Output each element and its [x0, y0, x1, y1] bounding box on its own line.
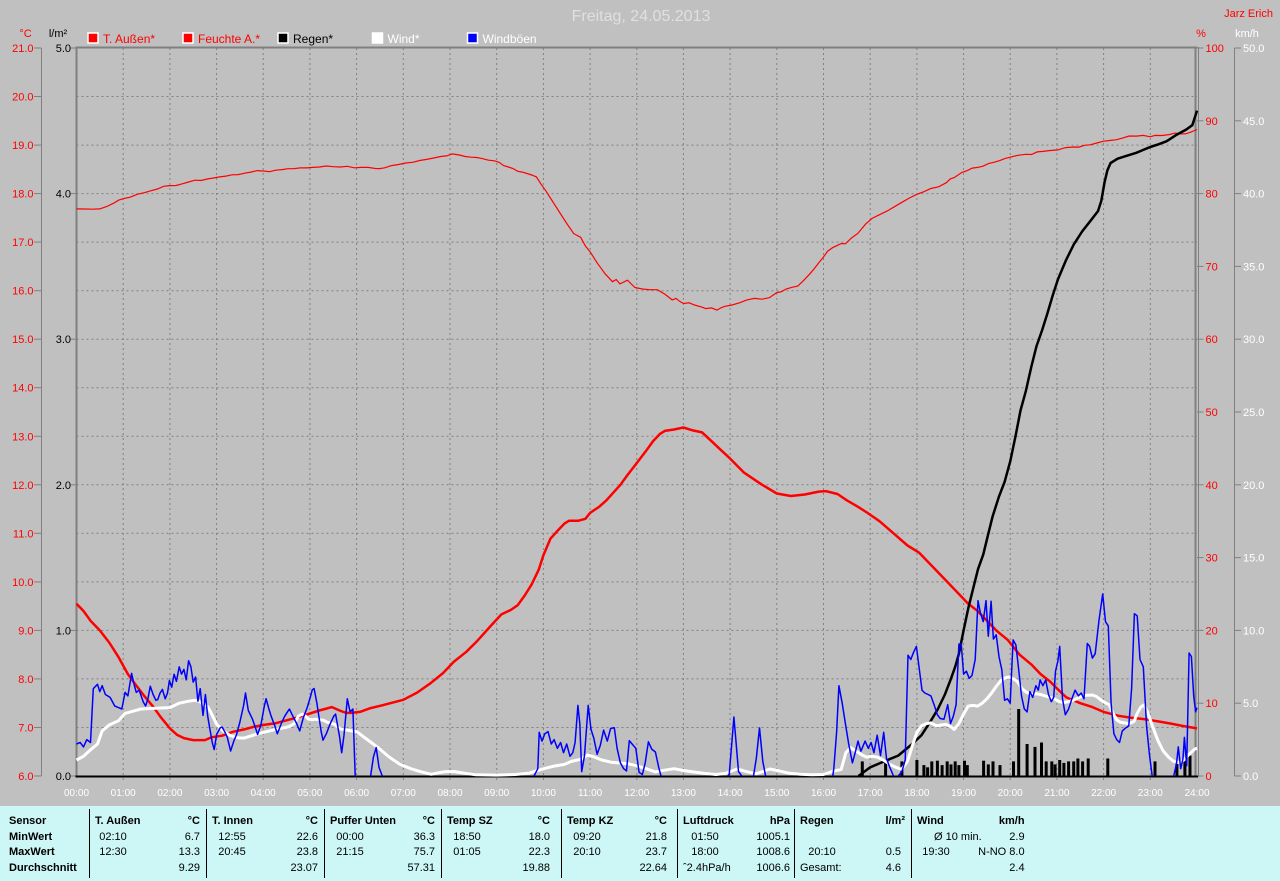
svg-text:19.0: 19.0	[12, 140, 33, 152]
svg-text:Feuchte A.*: Feuchte A.*	[198, 32, 260, 46]
svg-text:80: 80	[1206, 189, 1218, 201]
svg-text:5.0: 5.0	[1243, 698, 1258, 710]
svg-text:30: 30	[1206, 553, 1218, 565]
svg-text:8.0: 8.0	[18, 674, 33, 686]
svg-text:50: 50	[1206, 407, 1218, 419]
svg-text:Freitag, 24.05.2013: Freitag, 24.05.2013	[572, 8, 711, 25]
svg-text:35.0: 35.0	[1243, 261, 1264, 273]
svg-text:10.0: 10.0	[1243, 625, 1264, 637]
svg-text:10:00: 10:00	[531, 788, 556, 799]
svg-text:14.0: 14.0	[12, 383, 33, 395]
svg-text:22:00: 22:00	[1091, 788, 1116, 799]
svg-text:5.0: 5.0	[56, 43, 71, 55]
svg-text:01:00: 01:00	[111, 788, 136, 799]
svg-text:23:00: 23:00	[1138, 788, 1163, 799]
svg-text:40.0: 40.0	[1243, 189, 1264, 201]
svg-text:04:00: 04:00	[251, 788, 276, 799]
svg-text:9.0: 9.0	[18, 625, 33, 637]
svg-text:%: %	[1196, 28, 1206, 40]
svg-text:20.0: 20.0	[1243, 480, 1264, 492]
svg-text:18.0: 18.0	[12, 189, 33, 201]
svg-text:2.0: 2.0	[56, 480, 71, 492]
svg-text:20: 20	[1206, 625, 1218, 637]
svg-text:00:00: 00:00	[64, 788, 89, 799]
svg-text:13:00: 13:00	[671, 788, 696, 799]
svg-text:20:00: 20:00	[998, 788, 1023, 799]
svg-text:70: 70	[1206, 261, 1218, 273]
svg-text:60: 60	[1206, 334, 1218, 346]
svg-text:02:00: 02:00	[157, 788, 182, 799]
svg-text:90: 90	[1206, 116, 1218, 128]
svg-text:13.0: 13.0	[12, 431, 33, 443]
svg-text:24:00: 24:00	[1184, 788, 1209, 799]
svg-text:12:00: 12:00	[624, 788, 649, 799]
svg-text:16:00: 16:00	[811, 788, 836, 799]
svg-text:15:00: 15:00	[764, 788, 789, 799]
svg-text:25.0: 25.0	[1243, 407, 1264, 419]
svg-text:T. Außen*: T. Außen*	[103, 32, 155, 46]
svg-text:10.0: 10.0	[12, 577, 33, 589]
svg-text:Regen*: Regen*	[293, 32, 333, 46]
svg-text:3.0: 3.0	[56, 334, 71, 346]
svg-text:07:00: 07:00	[391, 788, 416, 799]
svg-text:40: 40	[1206, 480, 1218, 492]
svg-text:1.0: 1.0	[56, 625, 71, 637]
svg-text:45.0: 45.0	[1243, 116, 1264, 128]
svg-text:18:00: 18:00	[904, 788, 929, 799]
svg-text:06:00: 06:00	[344, 788, 369, 799]
svg-text:0.0: 0.0	[1243, 771, 1258, 783]
svg-text:Jarz Erich: Jarz Erich	[1224, 8, 1273, 20]
svg-text:6.0: 6.0	[18, 771, 33, 783]
svg-text:05:00: 05:00	[297, 788, 322, 799]
svg-text:10: 10	[1206, 698, 1218, 710]
svg-text:0: 0	[1206, 771, 1212, 783]
svg-text:17.0: 17.0	[12, 237, 33, 249]
svg-text:Windböen: Windböen	[483, 32, 537, 46]
svg-text:7.0: 7.0	[18, 723, 33, 735]
svg-text:4.0: 4.0	[56, 189, 71, 201]
svg-text:16.0: 16.0	[12, 286, 33, 298]
svg-text:15.0: 15.0	[1243, 553, 1264, 565]
svg-text:21:00: 21:00	[1044, 788, 1069, 799]
svg-text:50.0: 50.0	[1243, 43, 1264, 55]
svg-text:15.0: 15.0	[12, 334, 33, 346]
svg-text:0.0: 0.0	[56, 771, 71, 783]
svg-text:100: 100	[1206, 43, 1224, 55]
svg-text:l/m²: l/m²	[49, 28, 68, 40]
svg-text:14:00: 14:00	[718, 788, 743, 799]
svg-text:03:00: 03:00	[204, 788, 229, 799]
svg-text:30.0: 30.0	[1243, 334, 1264, 346]
svg-text:°C: °C	[19, 28, 31, 40]
svg-text:Wind*: Wind*	[388, 32, 420, 46]
svg-text:17:00: 17:00	[858, 788, 883, 799]
svg-text:11.0: 11.0	[13, 528, 34, 540]
svg-text:12.0: 12.0	[12, 480, 33, 492]
svg-text:21.0: 21.0	[12, 43, 33, 55]
svg-text:20.0: 20.0	[12, 92, 33, 104]
svg-text:11:00: 11:00	[578, 788, 603, 799]
svg-text:09:00: 09:00	[484, 788, 509, 799]
svg-text:08:00: 08:00	[437, 788, 462, 799]
svg-text:km/h: km/h	[1235, 28, 1259, 40]
svg-text:19:00: 19:00	[951, 788, 976, 799]
